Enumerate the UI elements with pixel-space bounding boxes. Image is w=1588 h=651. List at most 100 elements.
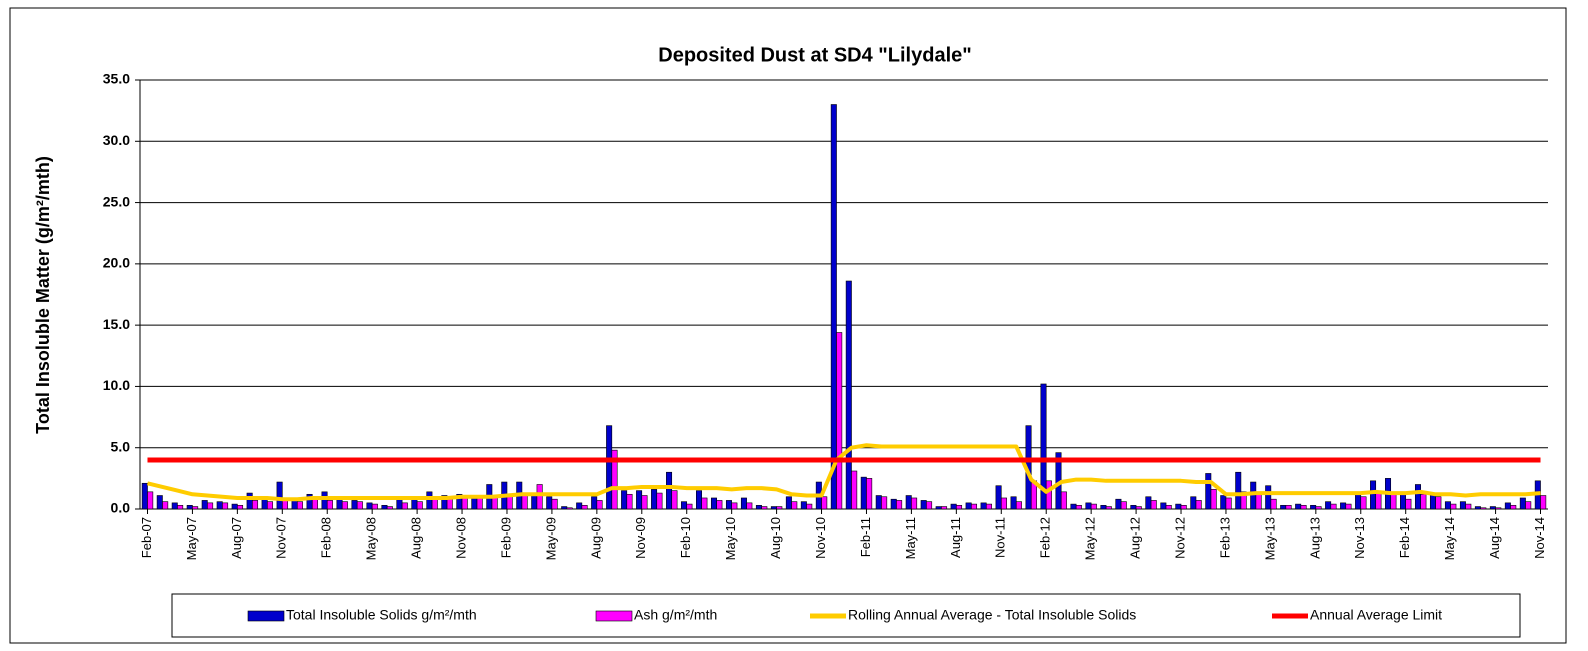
bar — [147, 491, 154, 510]
bar — [836, 332, 843, 510]
bar — [611, 449, 618, 510]
bar — [830, 104, 837, 510]
bar — [581, 505, 588, 510]
bar — [1414, 484, 1421, 510]
bar — [386, 506, 393, 510]
x-tick-label: May-13 — [1262, 517, 1277, 560]
y-axis-label: Total Insoluble Matter (g/m²/mth) — [33, 156, 53, 434]
bar — [336, 498, 343, 510]
bar — [341, 501, 348, 510]
bar — [845, 280, 852, 510]
bar — [926, 501, 933, 510]
bar — [851, 470, 858, 510]
bar — [1474, 506, 1481, 510]
bar — [1040, 383, 1047, 510]
y-tick-label: 5.0 — [111, 438, 131, 454]
bar — [1015, 501, 1022, 510]
bar — [171, 502, 178, 510]
bar — [606, 425, 613, 510]
legend-label: Annual Average Limit — [1310, 607, 1442, 623]
x-tick-label: May-08 — [364, 517, 379, 560]
bar — [995, 485, 1002, 510]
bar — [276, 481, 283, 510]
legend-label: Rolling Annual Average - Total Insoluble… — [848, 607, 1136, 623]
x-tick-label: Nov-09 — [633, 517, 648, 559]
bar — [1444, 501, 1451, 510]
bar — [186, 505, 193, 510]
bar — [1504, 502, 1511, 510]
bar — [1405, 498, 1412, 510]
bar — [426, 491, 433, 510]
bar — [770, 506, 777, 510]
bar — [1235, 471, 1242, 510]
bar — [800, 501, 807, 510]
bar — [950, 503, 957, 510]
bar — [671, 490, 678, 510]
bar — [252, 500, 259, 510]
bar — [1045, 480, 1052, 510]
bar — [591, 496, 598, 510]
bar — [1105, 506, 1112, 510]
bar — [911, 497, 918, 510]
bar — [656, 492, 663, 510]
bar — [696, 490, 703, 510]
bar — [716, 500, 723, 510]
bar — [761, 506, 768, 510]
bar — [1285, 505, 1292, 510]
bar — [1459, 501, 1466, 510]
bar — [920, 500, 927, 510]
bar — [576, 502, 583, 510]
bar — [381, 505, 388, 510]
bar — [1075, 505, 1082, 510]
bar — [192, 506, 199, 510]
bar — [521, 493, 528, 510]
legend-label: Ash g/m²/mth — [634, 607, 717, 623]
bar — [1190, 496, 1197, 510]
bar — [416, 501, 423, 510]
bar — [1130, 505, 1137, 510]
bar — [875, 495, 882, 510]
bar — [1120, 501, 1127, 510]
bar — [162, 501, 169, 510]
bar — [531, 495, 538, 510]
x-tick-label: Aug-08 — [409, 517, 424, 559]
bar — [1265, 485, 1272, 510]
bar — [261, 498, 268, 510]
x-tick-label: Aug-10 — [768, 517, 783, 559]
x-tick-label: Aug-09 — [588, 517, 603, 559]
bar — [321, 491, 328, 510]
bar — [686, 503, 693, 510]
bar — [1400, 493, 1407, 510]
x-tick-label: Nov-07 — [274, 517, 289, 559]
bar — [546, 496, 553, 510]
x-tick-label: Feb-10 — [678, 517, 693, 558]
bar — [1519, 497, 1526, 510]
x-tick-label: Aug-07 — [229, 517, 244, 559]
bar — [896, 500, 903, 510]
bar — [985, 503, 992, 510]
bar — [216, 501, 223, 510]
bar — [755, 505, 762, 510]
chart-title: Deposited Dust at SD4 "Lilydale" — [658, 44, 971, 66]
bar — [785, 496, 792, 510]
x-tick-label: Feb-11 — [858, 517, 873, 557]
bar — [905, 495, 912, 510]
bar — [1495, 507, 1502, 510]
bar — [356, 501, 363, 510]
bar — [351, 500, 358, 510]
bar — [551, 498, 558, 510]
bar — [1070, 503, 1077, 510]
bar — [1525, 501, 1532, 510]
bar — [1195, 500, 1202, 510]
bar — [1090, 503, 1097, 510]
bar — [791, 501, 798, 510]
x-tick-label: Nov-11 — [993, 517, 1008, 558]
bar — [1480, 507, 1487, 510]
bar — [1000, 497, 1007, 510]
bar — [1325, 501, 1332, 510]
y-tick-label: 35.0 — [103, 71, 130, 87]
bar — [536, 484, 543, 510]
bar — [411, 498, 418, 510]
bar — [1240, 491, 1247, 510]
